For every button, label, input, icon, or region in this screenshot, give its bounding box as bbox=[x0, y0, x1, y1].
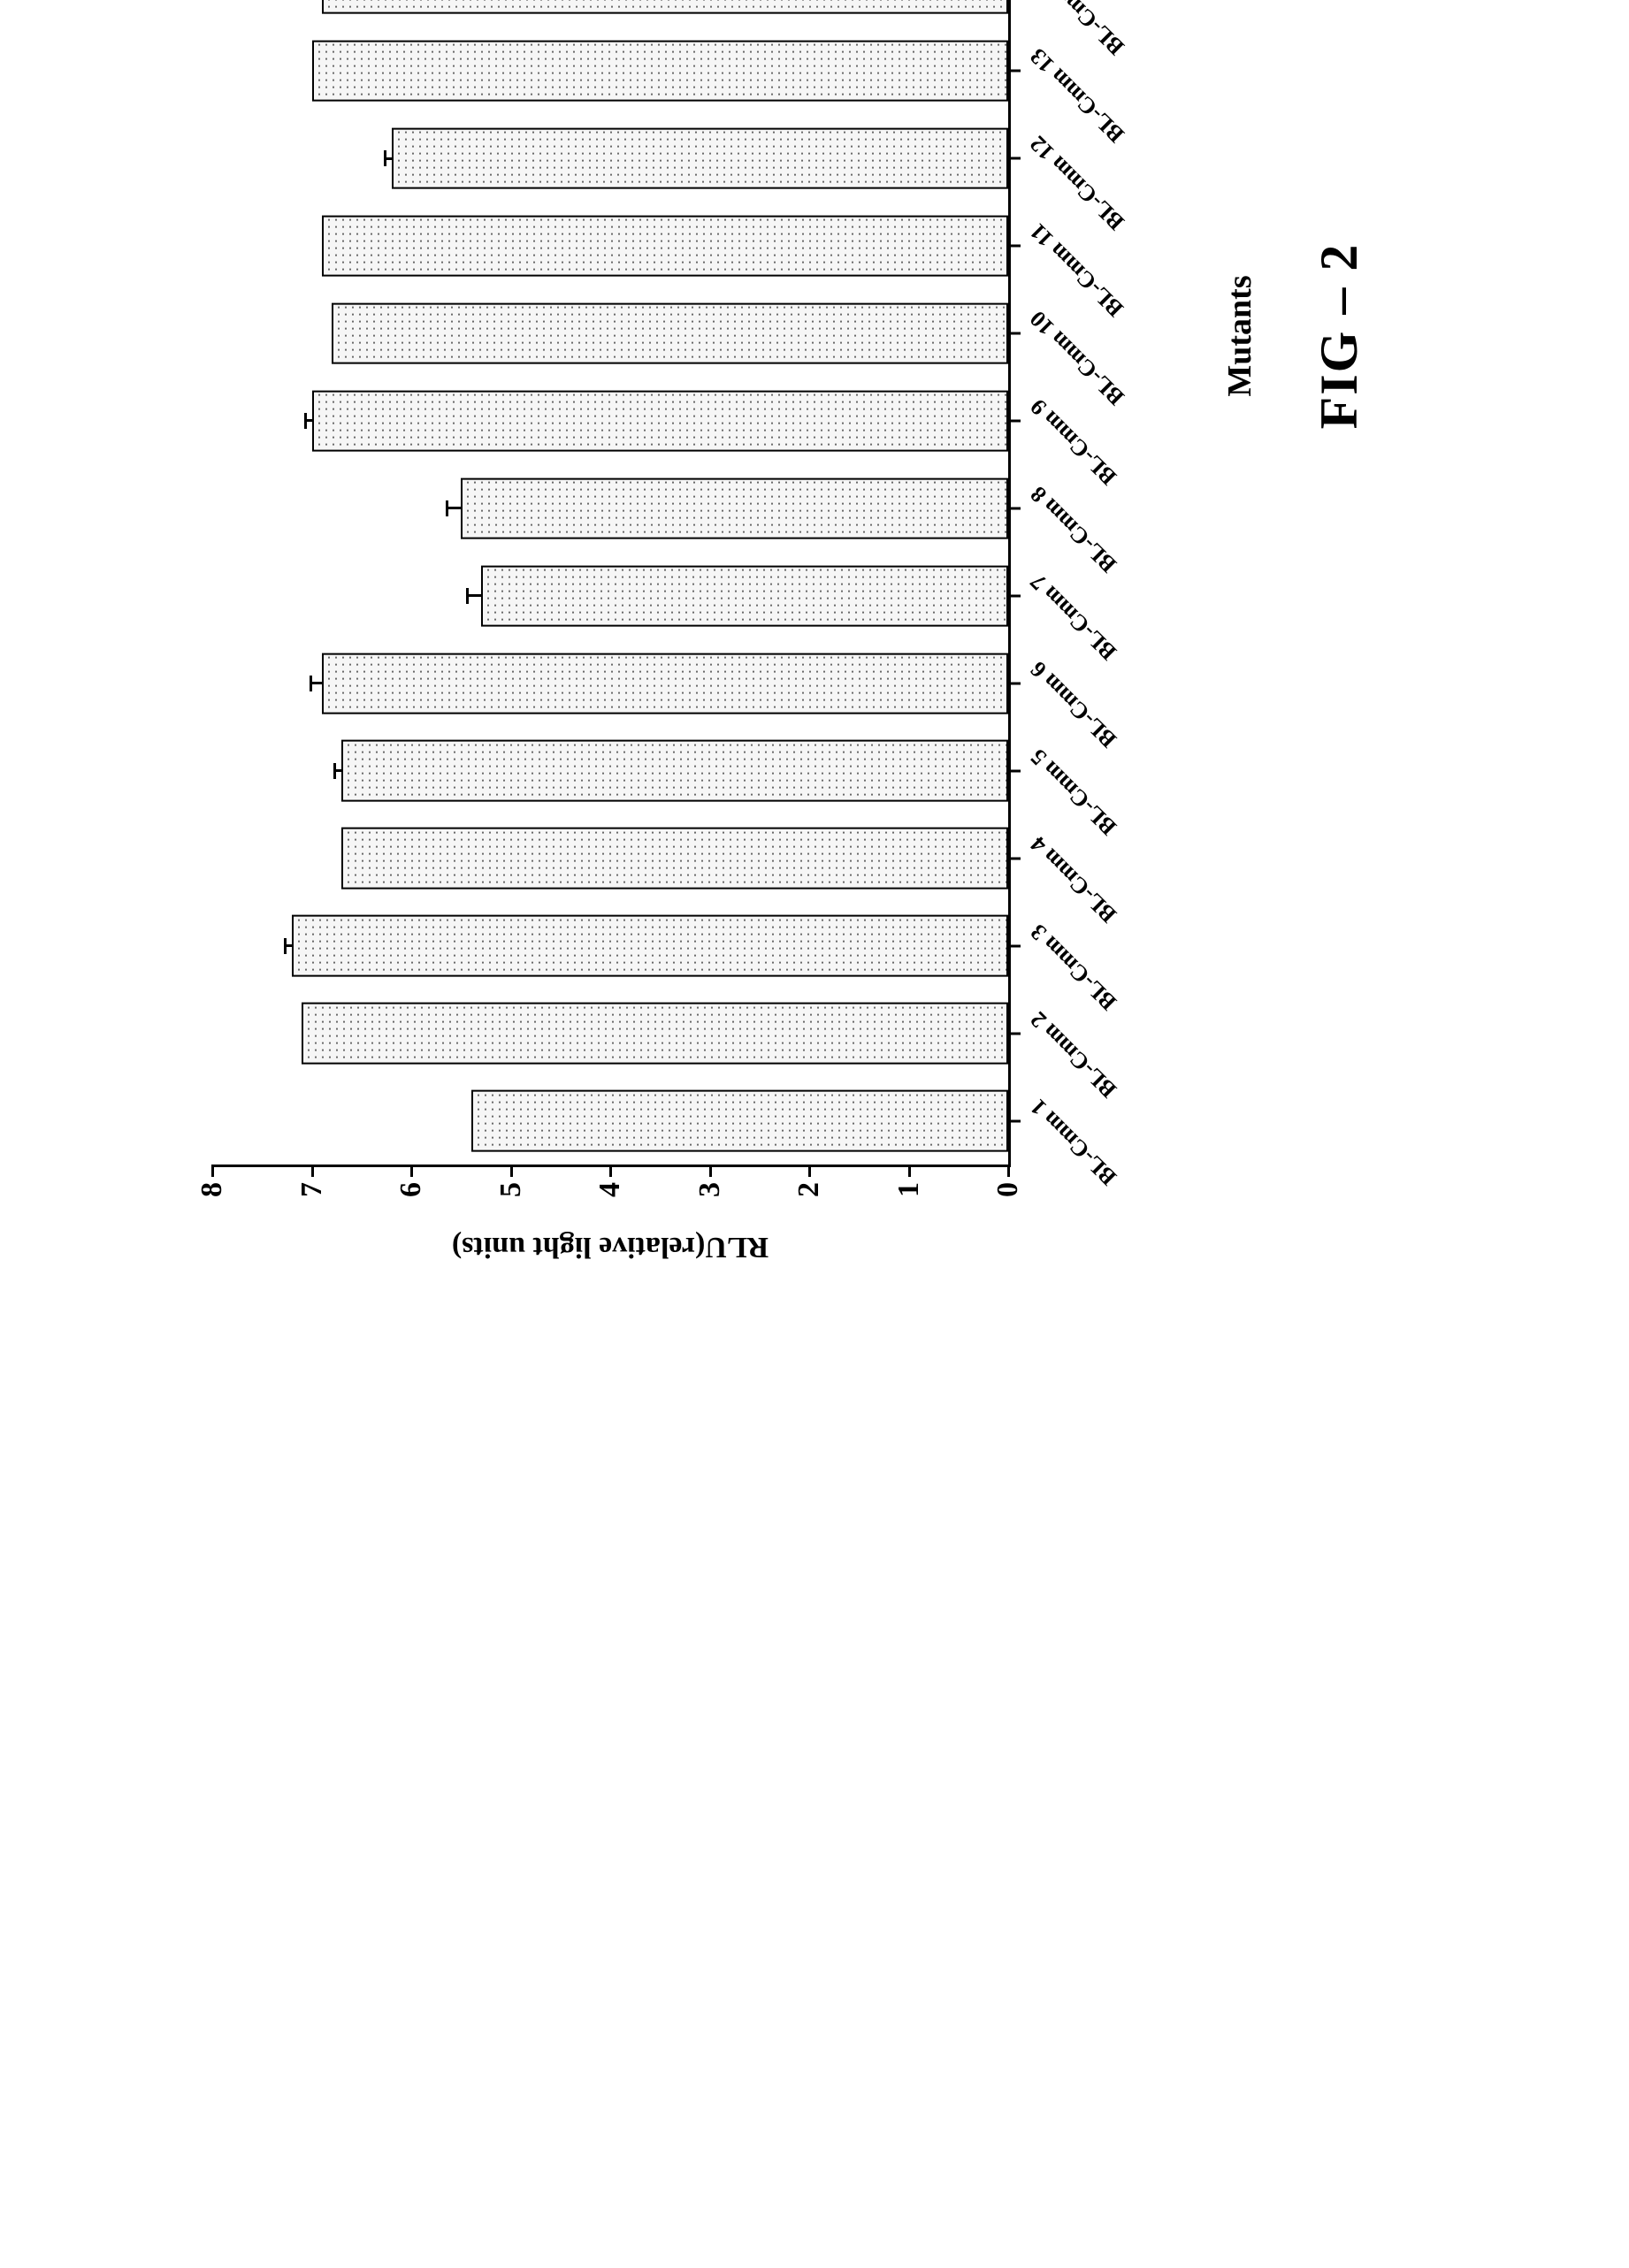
bar bbox=[322, 215, 1008, 276]
bar bbox=[322, 653, 1008, 714]
x-axis-label: Mutants bbox=[1220, 0, 1259, 1167]
error-bar bbox=[304, 413, 312, 429]
y-tick-label: 1 bbox=[892, 1182, 926, 1226]
x-tick-label: BL-Cmm 7 bbox=[1025, 569, 1122, 666]
bar-slot: BL-Cmm 8 bbox=[212, 464, 1008, 552]
bar-slot: BL-Cmm 11 bbox=[212, 202, 1008, 290]
y-tick bbox=[410, 1165, 413, 1177]
y-tick-label: 6 bbox=[394, 1182, 428, 1226]
x-tick-label: BL-Cmm 5 bbox=[1025, 743, 1122, 840]
error-bar bbox=[384, 150, 392, 166]
y-tick bbox=[510, 1165, 513, 1177]
bar-slot: BL-Cmm 1 bbox=[212, 1077, 1008, 1165]
plot-area: BL-Cmm 1BL-Cmm 2BL-Cmm 3BL-Cmm 4BL-Cmm 5… bbox=[212, 0, 1011, 1167]
y-tick-label: 2 bbox=[792, 1182, 826, 1226]
page: RLU(relative light units) BL-Cmm 1BL-Cmm… bbox=[0, 0, 1629, 2268]
bar bbox=[471, 1090, 1009, 1151]
bars-container: BL-Cmm 1BL-Cmm 2BL-Cmm 3BL-Cmm 4BL-Cmm 5… bbox=[212, 0, 1008, 1165]
bar-slot: BL-Cmm 13 bbox=[212, 27, 1008, 115]
x-tick bbox=[1008, 245, 1021, 248]
bar bbox=[481, 565, 1008, 626]
figure-caption: FIG – 2 bbox=[1309, 0, 1370, 1167]
bar-slot: BL-Cmm 9 bbox=[212, 377, 1008, 464]
x-tick bbox=[1008, 682, 1021, 684]
chart-area: RLU(relative light units) BL-Cmm 1BL-Cmm… bbox=[159, 0, 1397, 1326]
x-tick-label: BL-Cmm 11 bbox=[1025, 218, 1129, 322]
x-tick bbox=[1008, 332, 1021, 335]
y-tick bbox=[808, 1165, 811, 1177]
y-tick-label: 7 bbox=[295, 1182, 329, 1226]
x-tick-label: BL-Cmm 8 bbox=[1025, 481, 1122, 578]
bar bbox=[341, 740, 1008, 801]
bar bbox=[332, 302, 1008, 363]
x-tick-label: BL-Cmm 10 bbox=[1025, 305, 1130, 410]
x-tick bbox=[1008, 1119, 1021, 1122]
x-tick bbox=[1008, 419, 1021, 422]
x-tick bbox=[1008, 70, 1021, 73]
y-tick-label: 3 bbox=[693, 1182, 727, 1226]
y-tick-label: 0 bbox=[991, 1182, 1025, 1226]
chart-rotated-container: RLU(relative light units) BL-Cmm 1BL-Cmm… bbox=[159, 0, 1397, 1326]
x-tick-label: BL-Cmm 1 bbox=[1025, 1093, 1122, 1190]
x-tick-label: BL-Cmm 3 bbox=[1025, 918, 1122, 1015]
y-tick bbox=[1007, 1165, 1010, 1177]
x-tick bbox=[1008, 769, 1021, 772]
bar bbox=[292, 915, 1008, 976]
x-tick bbox=[1008, 944, 1021, 947]
bar bbox=[312, 41, 1009, 102]
bar-slot: BL-Cmm 4 bbox=[212, 814, 1008, 902]
y-axis-label-container: RLU(relative light units) bbox=[212, 1220, 1008, 1273]
y-tick-label: 4 bbox=[593, 1182, 627, 1226]
x-tick bbox=[1008, 157, 1021, 160]
x-tick bbox=[1008, 857, 1021, 859]
bar-slot: BL-Cmm 7 bbox=[212, 552, 1008, 639]
error-bar bbox=[333, 763, 341, 779]
error-bar bbox=[310, 676, 322, 691]
bar bbox=[461, 477, 1008, 538]
y-tick-label: 5 bbox=[494, 1182, 528, 1226]
bar-slot: BL-Cmm 6 bbox=[212, 639, 1008, 727]
y-tick bbox=[709, 1165, 712, 1177]
bar-slot: BL-Cmm 14 bbox=[212, 0, 1008, 27]
x-tick-label: BL-Cmm 9 bbox=[1025, 393, 1122, 491]
error-bar bbox=[466, 588, 481, 604]
bar-slot: BL-Cmm 12 bbox=[212, 115, 1008, 202]
x-tick-label: BL-Cmm 2 bbox=[1025, 1005, 1122, 1103]
bar bbox=[392, 128, 1009, 189]
error-bar bbox=[446, 500, 461, 516]
x-tick-label: BL-Cmm 4 bbox=[1025, 830, 1122, 928]
y-tick bbox=[311, 1165, 314, 1177]
bar-slot: BL-Cmm 5 bbox=[212, 727, 1008, 814]
bar bbox=[302, 1003, 1008, 1064]
x-tick bbox=[1008, 594, 1021, 597]
x-tick bbox=[1008, 1032, 1021, 1035]
bar-slot: BL-Cmm 10 bbox=[212, 290, 1008, 378]
bar-slot: BL-Cmm 2 bbox=[212, 989, 1008, 1077]
bar-slot: BL-Cmm 3 bbox=[212, 902, 1008, 989]
x-tick-label: BL-Cmm 6 bbox=[1025, 656, 1122, 753]
y-tick bbox=[211, 1165, 214, 1177]
y-tick-label: 8 bbox=[195, 1182, 229, 1226]
y-tick bbox=[908, 1165, 911, 1177]
y-tick bbox=[609, 1165, 612, 1177]
x-tick bbox=[1008, 507, 1021, 509]
bar bbox=[341, 828, 1008, 889]
error-bar bbox=[284, 938, 292, 954]
bar bbox=[312, 390, 1009, 451]
y-axis-label: RLU(relative light units) bbox=[452, 1230, 769, 1264]
bar bbox=[322, 0, 1008, 14]
